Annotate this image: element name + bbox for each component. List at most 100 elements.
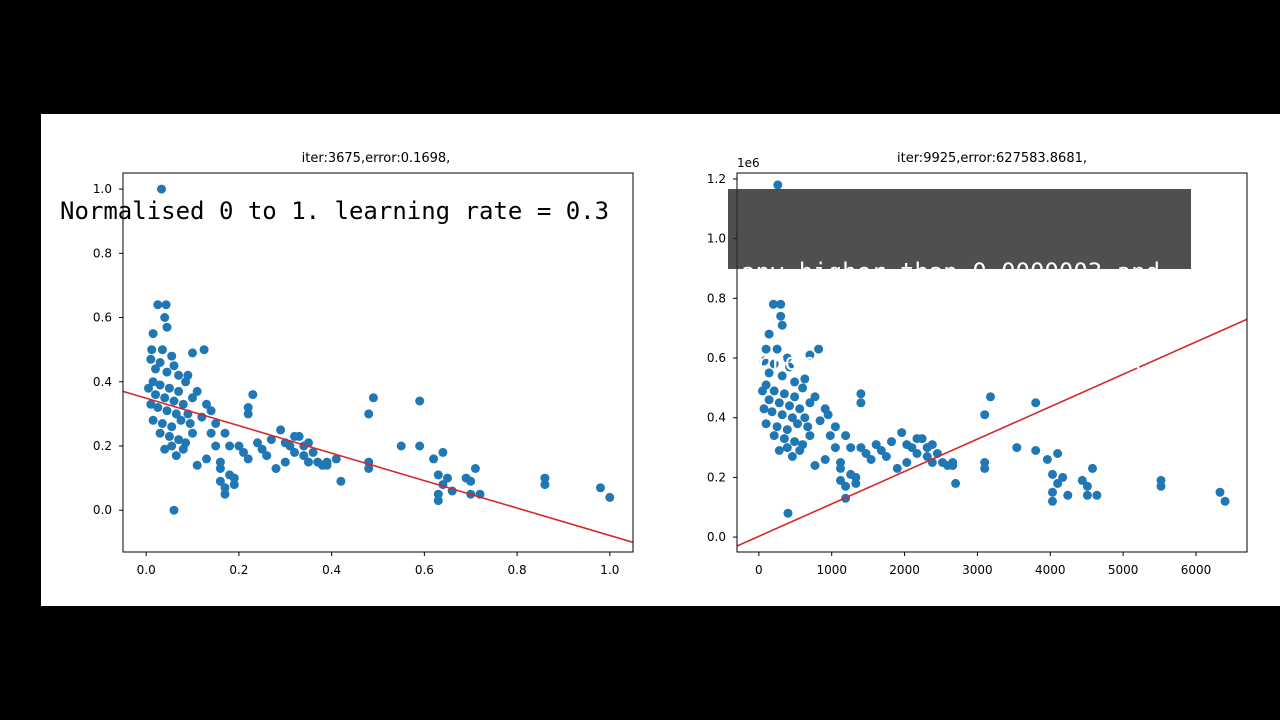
data-point [803,422,813,432]
data-point [148,329,158,339]
data-point [856,389,866,399]
data-point [167,441,177,451]
data-point [912,449,922,458]
data-point [146,399,156,409]
data-point [790,392,800,402]
data-point [759,404,769,414]
y-tick-label: 0.8 [707,291,726,305]
data-point [229,473,239,483]
data-point [304,457,313,467]
data-point [368,393,378,403]
data-point [322,460,332,470]
data-point [790,437,800,447]
data-point [331,454,341,464]
data-point [280,457,290,467]
chart-right-axes-frame [736,172,1248,553]
data-point [1058,472,1068,482]
caption-right-line-1: any higher than 0.0000003 and [741,258,1161,286]
data-point [793,419,802,429]
data-point [396,441,406,451]
data-point [433,489,443,499]
y-tick-label: 0.6 [707,351,726,365]
data-point [243,454,253,464]
data-point [856,398,866,408]
chart-left-points [144,184,615,515]
caption-right-line-2: error spirals out of control [741,348,1146,376]
data-point [188,393,197,403]
data-point [151,364,160,374]
data-point [772,422,782,432]
data-point [470,464,480,473]
data-point [433,470,443,480]
x-tick-label: 0.4 [322,563,341,577]
data-point [805,350,815,360]
data-point [285,441,295,451]
data-point [782,353,792,363]
data-point [220,428,230,438]
data-point [271,464,281,473]
caption-left: Normalised 0 to 1. learning rate = 0.3 [60,197,610,225]
data-point [433,496,443,506]
data-point [164,383,174,393]
data-point [948,461,958,470]
x-tick-label: 0.0 [137,563,156,577]
y-tick-label: 0.8 [93,246,112,260]
data-point [841,431,851,441]
data-point [167,351,177,361]
data-point [429,454,439,464]
data-point [805,398,815,408]
data-point [773,180,783,190]
data-point [851,478,861,488]
data-point [1053,449,1063,458]
data-point [157,184,166,194]
data-point [540,473,550,483]
data-point [783,508,793,518]
data-point [266,435,276,445]
data-point [188,428,197,438]
data-point [772,344,782,354]
data-point [764,395,774,405]
x-tick-label: 4000 [1035,563,1066,577]
caption-right: any higher than 0.0000003 and error spir… [741,197,1160,407]
data-point [785,362,794,372]
data-point [220,489,230,499]
data-point [774,446,784,455]
x-tick-label: 0 [755,563,763,577]
x-tick-label: 3000 [962,563,993,577]
data-point [234,441,244,451]
data-point [308,447,318,457]
data-point [814,344,824,354]
data-point [171,409,181,419]
data-point [795,446,805,455]
data-point [787,452,797,461]
data-point [169,361,179,371]
x-tick-label: 2000 [889,563,920,577]
data-point [206,428,216,438]
y-tick-label: 0.2 [707,470,726,484]
data-point [148,377,158,387]
chart-left: iter:3675,error:0.1698, 0.0 0.2 0.4 0.6 0.8 1… [93,151,634,577]
chart-left-axes-frame [122,172,634,553]
data-point [815,416,825,426]
data-point [276,425,286,435]
data-point [364,464,374,473]
data-point [162,367,172,377]
data-point [782,443,792,453]
data-point [1220,496,1230,506]
data-point [243,403,253,412]
data-point [1031,446,1041,455]
data-point [1156,481,1166,491]
y-tick-label: 1.0 [707,232,726,246]
data-point [202,399,211,409]
data-point [294,431,304,441]
data-point [243,409,253,419]
data-point [1042,455,1052,464]
y-tick-label: 1.2 [707,172,726,186]
y-tick-label: 1.0 [93,182,112,196]
data-point [777,410,787,420]
data-point [262,451,272,461]
data-point [907,443,917,453]
data-point [178,399,188,409]
data-point [810,461,820,470]
